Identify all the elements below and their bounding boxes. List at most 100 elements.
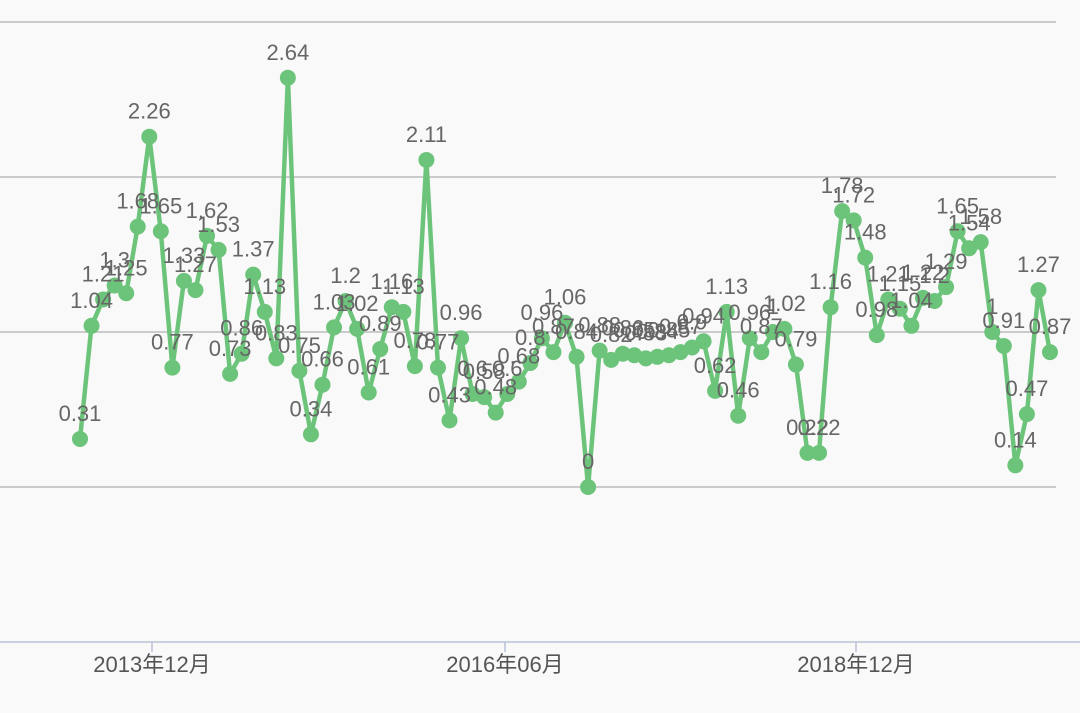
data-point xyxy=(441,412,458,429)
data-label: 0.89 xyxy=(359,311,402,336)
data-point xyxy=(72,430,88,447)
data-label: 1.13 xyxy=(705,274,748,299)
data-label: 0.46 xyxy=(717,378,760,403)
data-label: 2.11 xyxy=(406,122,447,147)
data-point xyxy=(868,327,885,344)
data-point xyxy=(233,345,250,362)
data-point xyxy=(187,282,204,299)
data-label: 1.78 xyxy=(821,173,864,198)
data-point xyxy=(106,277,123,294)
data-label: 0.83 xyxy=(255,320,298,345)
data-label: 0.87 xyxy=(532,314,575,339)
data-label: 0.84 xyxy=(555,319,598,344)
data-point xyxy=(499,386,516,402)
data-label: 1.16 xyxy=(809,269,852,294)
data-label: 0.61 xyxy=(347,354,390,379)
data-label: 0.96 xyxy=(520,300,563,325)
data-point xyxy=(279,69,296,86)
data-label: 0.96 xyxy=(728,300,771,325)
data-label: 0.9 xyxy=(677,310,708,335)
data-label: 1.62 xyxy=(186,198,229,223)
data-point xyxy=(580,479,597,495)
data-label: 1.72 xyxy=(832,182,875,207)
data-label: 1.2 xyxy=(919,263,950,288)
x-tick-label: 2018年12月 xyxy=(797,652,914,677)
data-label: 0.6 xyxy=(457,356,488,381)
data-point xyxy=(695,333,712,350)
data-point xyxy=(522,355,539,371)
data-label: 0.8 xyxy=(515,325,546,350)
data-point xyxy=(776,320,793,337)
data-point xyxy=(845,212,862,229)
data-label: 0.73 xyxy=(209,336,252,361)
data-label: 0.86 xyxy=(601,316,644,341)
data-point xyxy=(372,341,389,358)
data-label: 0.68 xyxy=(497,344,540,369)
data-point xyxy=(360,384,377,401)
data-point xyxy=(245,266,262,283)
x-tick-label: 2016年06月 xyxy=(446,652,563,677)
data-point xyxy=(903,317,920,334)
data-label: 0.87 xyxy=(740,314,783,339)
data-label: 0.78 xyxy=(393,328,436,353)
data-label: 0.77 xyxy=(151,330,194,355)
data-label: 2.64 xyxy=(266,40,309,65)
data-point xyxy=(1042,344,1058,361)
data-label: 1.04 xyxy=(70,288,113,313)
data-point xyxy=(152,223,169,240)
data-label: 2.26 xyxy=(128,99,171,124)
data-point xyxy=(730,407,747,424)
data-point xyxy=(175,272,192,289)
x-ticks: 2013年12月 2016年06月 2018年12月 xyxy=(93,642,915,677)
data-label: 1.29 xyxy=(925,249,968,274)
data-label: 1.02 xyxy=(336,291,379,316)
data-label: 0.96 xyxy=(440,300,483,325)
data-label: 0.98 xyxy=(855,297,898,322)
data-point xyxy=(268,350,285,367)
data-label: 1.04 xyxy=(890,288,933,313)
data-label: 0.88 xyxy=(578,313,621,338)
data-label: 1.15 xyxy=(878,271,921,296)
data-label: 0.14 xyxy=(994,427,1037,452)
data-label: 0.31 xyxy=(59,401,102,426)
data-point xyxy=(476,389,493,406)
data-point xyxy=(453,330,470,347)
data-label: 1.13 xyxy=(243,274,286,299)
data-point xyxy=(707,382,724,399)
data-point xyxy=(741,330,758,347)
data-point xyxy=(95,291,112,308)
data-point xyxy=(545,344,562,361)
data-point xyxy=(753,344,770,361)
data-point xyxy=(891,300,908,317)
data-label: 0.6 xyxy=(492,356,523,381)
data-point xyxy=(822,299,839,316)
data-point xyxy=(949,223,966,240)
data-point xyxy=(199,227,216,244)
data-point xyxy=(129,218,146,235)
data-label: 0.47 xyxy=(1005,376,1048,401)
data-label: 0.43 xyxy=(428,382,471,407)
data-point xyxy=(429,359,446,376)
data-point xyxy=(141,128,158,145)
data-label: 0.86 xyxy=(220,316,263,341)
data-point xyxy=(938,279,955,296)
data-label: 1.21 xyxy=(867,261,910,286)
data-point xyxy=(557,314,573,331)
data-label: 1.2 xyxy=(330,263,361,288)
data-label: 1.37 xyxy=(232,237,275,262)
data-point xyxy=(591,342,608,359)
data-point xyxy=(1018,406,1035,423)
data-point xyxy=(995,337,1012,354)
data-label: 1.25 xyxy=(105,255,148,280)
data-point xyxy=(857,249,874,266)
data-label: 1.58 xyxy=(959,204,1002,229)
data-point xyxy=(487,404,504,421)
data-point xyxy=(799,444,816,461)
data-label: 0.66 xyxy=(301,347,344,372)
data-label: 1.27 xyxy=(1017,252,1060,277)
data-point xyxy=(83,317,100,334)
data-label: 1.03 xyxy=(313,289,356,314)
data-point xyxy=(718,303,735,320)
data-point xyxy=(326,319,343,336)
